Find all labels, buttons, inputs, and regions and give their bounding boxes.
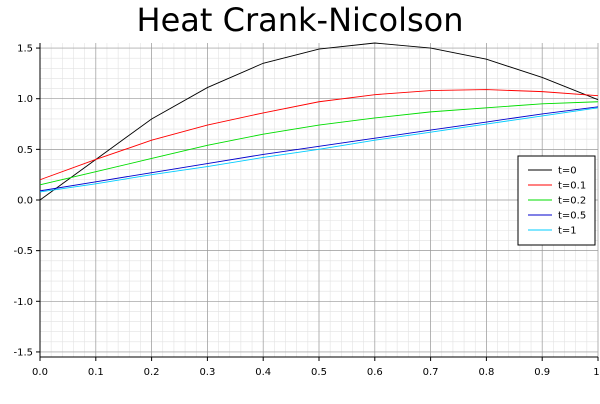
x-tick-label: 0.8 (478, 367, 494, 378)
y-tick-label: -1.0 (13, 297, 33, 308)
chart-title: Heat Crank-Nicolson (136, 1, 464, 39)
y-tick-label: -0.5 (13, 246, 33, 257)
x-tick-label: 0.0 (32, 367, 48, 378)
legend-label: t=0.2 (558, 196, 586, 207)
legend-label: t=0.5 (558, 211, 586, 222)
y-tick-label: 1.0 (17, 94, 33, 105)
x-tick-label: 0.4 (255, 367, 271, 378)
y-tick-label: 1.5 (17, 44, 33, 55)
legend-label: t=1 (558, 226, 577, 237)
x-tick-label: 1. (593, 367, 600, 378)
x-tick-label: 0.6 (367, 367, 383, 378)
x-tick-label: 0.9 (534, 367, 550, 378)
x-tick-label: 0.5 (311, 367, 327, 378)
y-tick-label: 0.0 (17, 196, 33, 207)
series-line-4 (39, 107, 599, 193)
series-line-1 (39, 89, 599, 181)
x-tick-label: 0.1 (88, 367, 104, 378)
x-tick-label: 0.2 (144, 367, 160, 378)
x-tick-label: 0.7 (423, 367, 439, 378)
y-tick-label: -1.5 (13, 347, 33, 358)
series-line-3 (39, 106, 599, 192)
legend-label: t=0 (558, 166, 577, 177)
y-tick-label: 0.5 (17, 145, 33, 156)
series-line-0 (39, 42, 599, 201)
series-line-2 (39, 101, 599, 186)
legend-label: t=0.1 (558, 181, 586, 192)
x-tick-label: 0.3 (199, 367, 215, 378)
